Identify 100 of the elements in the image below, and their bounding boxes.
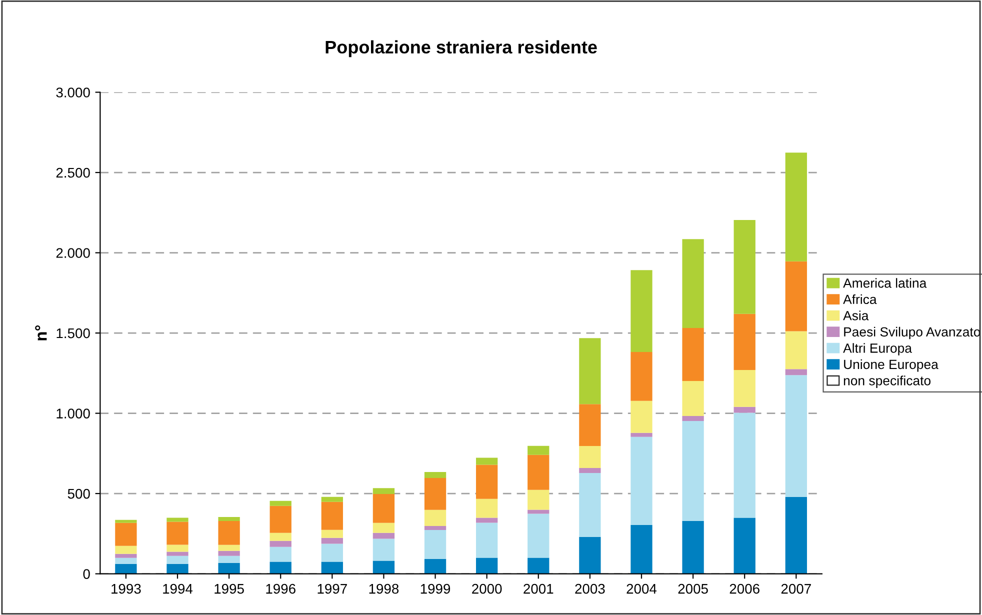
legend-label: Asia xyxy=(843,310,869,320)
bar xyxy=(579,338,601,404)
bar xyxy=(270,532,292,541)
x-tick-label: 2004 xyxy=(626,584,657,594)
x-tick-label: 1998 xyxy=(369,584,399,594)
bar xyxy=(682,381,704,416)
bar xyxy=(476,518,498,523)
y-tick-label: 1.500 xyxy=(56,328,90,338)
chart-title: Popolazione straniera residente xyxy=(326,40,597,58)
bar xyxy=(115,558,137,564)
bar xyxy=(734,518,756,574)
bar xyxy=(630,400,652,433)
bar xyxy=(424,478,446,510)
y-tick-label: 0 xyxy=(83,569,90,579)
bar xyxy=(166,522,188,545)
bar xyxy=(115,520,137,523)
bar xyxy=(166,518,188,522)
bar xyxy=(115,522,137,546)
bar xyxy=(682,520,704,574)
bar xyxy=(579,536,601,574)
bar xyxy=(372,532,395,539)
bar xyxy=(321,538,343,544)
bar xyxy=(734,314,756,370)
legend-label: America latina xyxy=(843,278,927,288)
bar xyxy=(424,510,446,526)
bar xyxy=(424,530,446,559)
bar xyxy=(166,556,188,564)
y-tick-label: 2.500 xyxy=(56,168,90,178)
bar xyxy=(115,554,137,558)
bar xyxy=(270,500,292,506)
bar xyxy=(372,538,395,561)
bar xyxy=(270,546,292,562)
bar xyxy=(321,496,343,502)
bar xyxy=(218,520,240,545)
bar xyxy=(321,502,343,530)
bar xyxy=(424,526,446,530)
bar xyxy=(166,564,188,574)
bar xyxy=(630,352,652,401)
bar xyxy=(166,544,188,552)
bar xyxy=(682,239,704,328)
bar xyxy=(734,412,756,518)
bar xyxy=(785,331,807,370)
bar xyxy=(115,564,137,574)
x-tick-label: 2005 xyxy=(678,584,708,594)
bar xyxy=(528,454,550,490)
bar xyxy=(528,490,550,510)
legend-label: Altri Europa xyxy=(843,343,912,356)
x-tick-label: 1993 xyxy=(112,584,141,594)
bar xyxy=(579,404,601,446)
bar xyxy=(476,498,498,518)
bar xyxy=(734,220,756,314)
y-tick-label: 3.000 xyxy=(56,88,90,98)
bar xyxy=(218,550,240,556)
bar xyxy=(218,556,240,563)
y-tick-label: 500 xyxy=(68,488,90,499)
x-tick-label: 2007 xyxy=(781,584,811,594)
bar xyxy=(630,436,652,525)
x-tick-label: 1994 xyxy=(163,584,193,594)
x-tick-label: 2001 xyxy=(524,584,554,594)
bar xyxy=(270,562,292,574)
bar xyxy=(476,522,498,558)
x-tick-label: 2006 xyxy=(730,584,760,594)
bar xyxy=(579,472,601,537)
bar xyxy=(321,544,343,562)
bar xyxy=(476,458,498,465)
bar xyxy=(115,546,137,554)
bar xyxy=(528,510,550,514)
bar xyxy=(218,516,240,521)
bar xyxy=(734,406,756,413)
bar xyxy=(630,432,652,437)
legend-label: non specificato xyxy=(844,376,931,388)
bar xyxy=(372,560,395,574)
bar xyxy=(682,420,704,521)
bar xyxy=(321,562,343,574)
legend-label: Unione Europea xyxy=(844,359,938,372)
bar xyxy=(785,369,807,376)
bar xyxy=(424,558,446,574)
x-tick-label: 1997 xyxy=(318,584,347,594)
bar xyxy=(785,496,807,574)
bar xyxy=(321,530,343,538)
bar xyxy=(630,270,652,352)
bar xyxy=(682,328,704,382)
bar xyxy=(579,468,601,473)
legend-label: Africa xyxy=(843,294,877,304)
legend-label: Paesi Svilupo Avanzato xyxy=(844,326,980,340)
y-tick-label: 2.000 xyxy=(56,248,90,258)
bar xyxy=(579,446,601,468)
bar xyxy=(785,375,807,497)
bar xyxy=(424,472,446,478)
bar xyxy=(166,552,188,556)
x-tick-label: 2003 xyxy=(575,584,605,594)
y-axis-title: n° xyxy=(35,325,47,340)
bar xyxy=(218,562,240,574)
bar xyxy=(528,558,550,574)
bar xyxy=(528,446,550,455)
bar xyxy=(734,370,756,407)
bar xyxy=(682,416,704,421)
bar xyxy=(785,152,807,262)
x-tick-label: 1999 xyxy=(420,584,450,594)
bar xyxy=(218,544,240,551)
